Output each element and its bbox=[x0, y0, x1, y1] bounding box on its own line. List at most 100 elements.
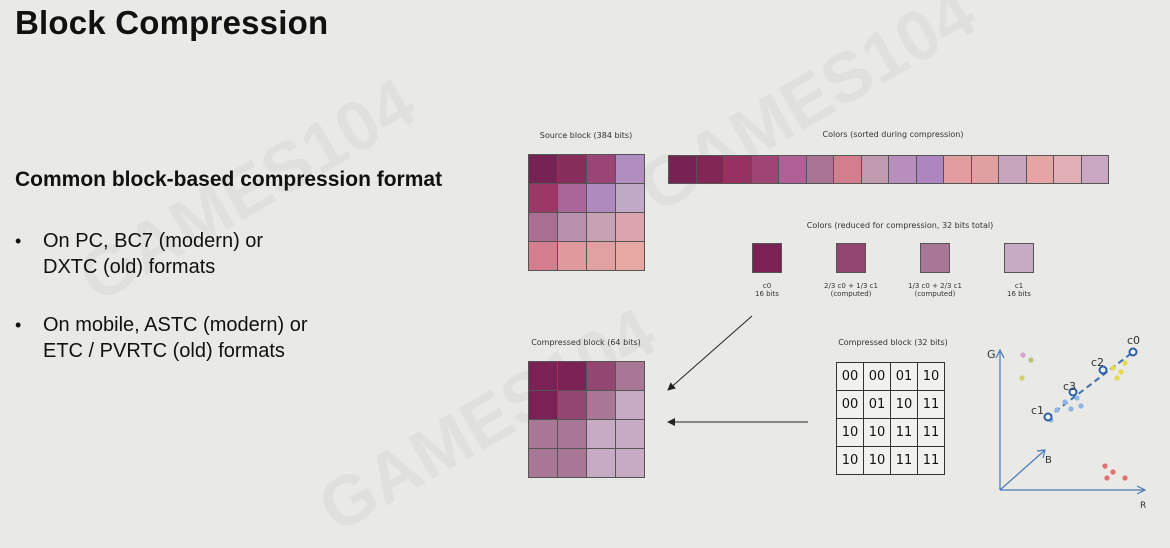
sorted-colors-caption: Colors (sorted during compression) bbox=[822, 130, 964, 139]
compressed-pixel bbox=[616, 420, 644, 448]
bits-cell: 10 bbox=[863, 418, 891, 447]
reduced-colors-caption: Colors (reduced for compression, 32 bits… bbox=[806, 221, 994, 230]
sorted-color-cell bbox=[834, 156, 861, 183]
compressed-pixel bbox=[616, 391, 644, 419]
table-row: 00 01 10 11 bbox=[836, 390, 945, 419]
compressed-pixel bbox=[587, 391, 615, 419]
bits-cell: 10 bbox=[836, 418, 864, 447]
sorted-color-cell bbox=[1081, 156, 1108, 183]
point bbox=[1110, 365, 1116, 371]
source-pixel bbox=[587, 242, 615, 270]
source-block-grid bbox=[528, 154, 645, 271]
b-axis bbox=[999, 449, 1046, 491]
compressed-pixel bbox=[529, 420, 557, 448]
source-pixel bbox=[558, 184, 586, 212]
point bbox=[1110, 469, 1116, 475]
bullet-item: • On PC, BC7 (modern) or DXTC (old) form… bbox=[15, 228, 395, 282]
compressed-pixel bbox=[529, 391, 557, 419]
compressed-pixel bbox=[587, 362, 615, 390]
sorted-color-cell bbox=[944, 156, 971, 183]
color-swatch-c2 bbox=[836, 243, 866, 273]
data-points bbox=[1019, 352, 1128, 481]
sorted-color-cell bbox=[889, 156, 916, 183]
point bbox=[1078, 403, 1084, 409]
compressed-pixel bbox=[616, 362, 644, 390]
sorted-color-cell bbox=[696, 156, 723, 183]
compressed-pixel bbox=[587, 420, 615, 448]
bits-cell: 01 bbox=[890, 362, 918, 391]
sorted-color-cell bbox=[779, 156, 806, 183]
swatch-label: c0 16 bits bbox=[755, 282, 779, 298]
point bbox=[1062, 399, 1068, 405]
g-axis-label: G bbox=[987, 348, 996, 361]
point bbox=[1114, 375, 1120, 381]
bits-cell: 11 bbox=[890, 418, 918, 447]
source-block-caption: Source block (384 bits) bbox=[539, 131, 633, 140]
sorted-color-cell bbox=[861, 156, 888, 183]
source-pixel bbox=[558, 242, 586, 270]
bullet-dot: • bbox=[15, 231, 22, 251]
source-pixel bbox=[616, 242, 644, 270]
compressed-pixel bbox=[558, 362, 586, 390]
compressed-pixel bbox=[529, 449, 557, 477]
source-pixel bbox=[587, 213, 615, 241]
point bbox=[1122, 360, 1128, 366]
color-swatch-c3 bbox=[920, 243, 950, 273]
table-row: 10 10 11 11 bbox=[836, 418, 945, 447]
b-axis-label: B bbox=[1045, 455, 1052, 466]
point bbox=[1104, 475, 1110, 481]
bits-cell: 00 bbox=[836, 390, 864, 419]
sorted-color-cell bbox=[724, 156, 751, 183]
compressed-pixel bbox=[616, 449, 644, 477]
g-arrowhead bbox=[995, 348, 1005, 359]
source-pixel bbox=[529, 242, 557, 270]
point bbox=[1068, 406, 1074, 412]
point bbox=[1118, 369, 1124, 375]
compressed-block-grid bbox=[528, 361, 645, 478]
compressed-pixel bbox=[587, 449, 615, 477]
point bbox=[1019, 375, 1025, 381]
source-pixel bbox=[529, 184, 557, 212]
bits-cell: 10 bbox=[863, 446, 891, 475]
source-pixel bbox=[558, 155, 586, 183]
swatch-label: c1 16 bits bbox=[1007, 282, 1031, 298]
table-row: 10 10 11 11 bbox=[836, 446, 945, 475]
c2-point bbox=[1098, 365, 1108, 375]
source-pixel bbox=[587, 184, 615, 212]
swatch-label: 2/3 c0 + 1/3 c1 (computed) bbox=[824, 282, 878, 298]
sorted-color-cell bbox=[806, 156, 833, 183]
compressed-block-caption: Compressed block (64 bits) bbox=[531, 338, 641, 347]
bits-cell: 10 bbox=[836, 446, 864, 475]
point bbox=[1054, 407, 1060, 413]
color-space-plot: G R B c0 c2 c3 c1 bbox=[987, 334, 1147, 510]
point bbox=[1122, 475, 1128, 481]
c0-point bbox=[1128, 347, 1138, 357]
table-row: 00 00 01 10 bbox=[836, 362, 945, 391]
bullet-dot: • bbox=[15, 315, 22, 335]
diagonal-arrow bbox=[667, 315, 753, 391]
arrows-overlay bbox=[667, 315, 808, 426]
compressed-pixel bbox=[558, 391, 586, 419]
compressed-pixel bbox=[558, 449, 586, 477]
c2-label: c2 bbox=[1091, 356, 1104, 369]
bits-cell: 00 bbox=[863, 362, 891, 391]
sorted-color-cell bbox=[751, 156, 778, 183]
source-pixel bbox=[558, 213, 586, 241]
c3-point bbox=[1068, 387, 1078, 397]
point bbox=[1102, 463, 1108, 469]
color-swatch-c1 bbox=[1004, 243, 1034, 273]
r-axis-label: R bbox=[1140, 501, 1146, 510]
c1-point bbox=[1043, 412, 1053, 422]
bits-cell: 11 bbox=[890, 446, 918, 475]
bits-block-caption: Compressed block (32 bits) bbox=[838, 338, 948, 347]
source-pixel bbox=[529, 213, 557, 241]
source-pixel bbox=[587, 155, 615, 183]
sorted-colors-strip bbox=[668, 155, 1109, 184]
sorted-color-cell bbox=[1054, 156, 1081, 183]
b-arrowhead bbox=[1036, 449, 1046, 459]
sorted-color-cell bbox=[1026, 156, 1053, 183]
compressed-pixel bbox=[558, 420, 586, 448]
source-pixel bbox=[529, 155, 557, 183]
source-pixel bbox=[616, 213, 644, 241]
point bbox=[1028, 357, 1034, 363]
